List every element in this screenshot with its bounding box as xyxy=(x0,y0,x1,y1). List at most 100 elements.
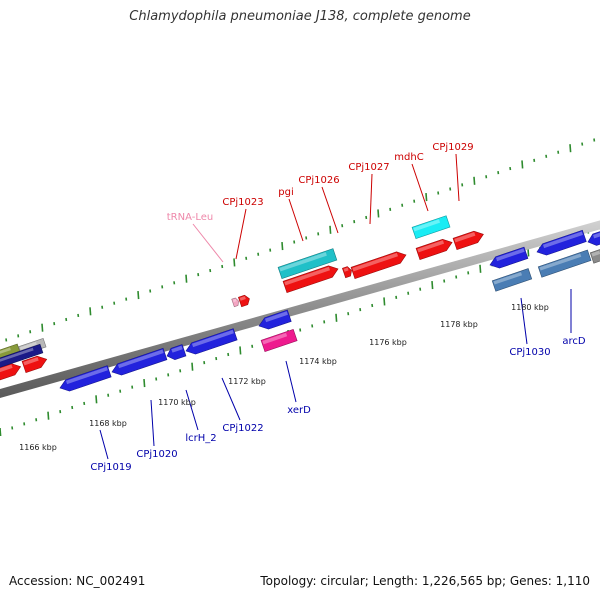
gene-highlight xyxy=(0,364,13,374)
gene-label: CPj1030 xyxy=(509,347,550,358)
gene-feature xyxy=(277,248,338,280)
gene-body xyxy=(587,229,600,246)
leader-line xyxy=(99,429,109,460)
leader-line xyxy=(235,208,247,260)
gene-body xyxy=(350,251,407,280)
gene-feature xyxy=(491,268,533,292)
scale-tick xyxy=(41,323,44,332)
gene-feature xyxy=(260,328,298,353)
gene-highlight xyxy=(539,253,582,271)
gene-track xyxy=(0,215,600,392)
gene-feature xyxy=(166,344,187,360)
gene-highlight xyxy=(417,240,445,253)
leader-line xyxy=(185,389,199,431)
scale-label: 1168 kbp xyxy=(89,419,127,428)
gene-body xyxy=(415,238,453,261)
scale-tick xyxy=(431,281,434,290)
gene-highlight xyxy=(171,345,183,353)
gene-label: CPj1022 xyxy=(222,423,263,434)
gene-feature xyxy=(489,246,529,269)
gene-feature xyxy=(59,365,112,392)
scale-label: 1180 kbp xyxy=(511,303,549,312)
gene-highlight xyxy=(19,341,37,350)
gene-label: arcD xyxy=(562,336,586,347)
leader-line xyxy=(150,399,155,447)
gene-feature xyxy=(111,347,168,376)
gene-highlight xyxy=(65,366,108,385)
scale-label: 1170 kbp xyxy=(158,398,196,407)
scale-label: 1176 kbp xyxy=(369,338,407,347)
gene-highlight xyxy=(343,267,349,272)
scale-tick xyxy=(329,225,332,234)
gene-feature xyxy=(342,266,352,279)
leader-line xyxy=(285,360,297,403)
gene-highlight xyxy=(117,349,164,369)
gene-feature xyxy=(0,343,44,369)
gene-label: CPj1029 xyxy=(432,142,473,153)
gene-highlight xyxy=(284,266,330,286)
gene-feature xyxy=(231,297,240,308)
gene-feature xyxy=(350,251,407,280)
gene-highlight xyxy=(279,252,327,272)
gene-feature xyxy=(587,229,600,246)
gene-body xyxy=(452,230,484,251)
gene-feature xyxy=(537,249,592,278)
gene-body xyxy=(589,247,600,264)
gene-feature xyxy=(415,238,453,261)
gene-highlight xyxy=(591,250,600,257)
gene-label: CPj1023 xyxy=(222,197,263,208)
gene-label: tRNA-Leu xyxy=(167,212,213,223)
scale-tick xyxy=(137,290,140,300)
leader-line xyxy=(321,186,339,234)
accession-text: Accession: NC_002491 xyxy=(9,574,146,588)
scale-tick xyxy=(185,274,188,283)
leader-line xyxy=(411,163,429,212)
gene-body xyxy=(238,294,250,308)
leader-line xyxy=(455,153,460,202)
scale-tick xyxy=(239,346,242,355)
gene-highlight xyxy=(493,272,523,285)
leader-line xyxy=(369,173,373,225)
gene-highlight xyxy=(454,232,476,243)
gene-highlight xyxy=(23,357,39,366)
scale-tick xyxy=(47,411,50,420)
gene-feature xyxy=(282,265,339,294)
gene-highlight xyxy=(262,332,288,345)
gene-highlight xyxy=(0,347,11,355)
scale-tick xyxy=(377,209,380,218)
scale-tick xyxy=(143,378,146,388)
scale-tick xyxy=(335,313,338,322)
gene-label: pgi xyxy=(278,187,293,198)
scale-tick xyxy=(0,427,2,437)
scale-tick xyxy=(383,297,386,306)
gene-feature xyxy=(258,309,292,330)
gene-feature xyxy=(238,294,250,308)
leader-line xyxy=(288,198,304,242)
gene-label: mdhC xyxy=(394,152,423,163)
gene-feature xyxy=(411,215,451,240)
scale-tick xyxy=(425,193,428,202)
gene-label: CPj1019 xyxy=(90,462,131,473)
gene-highlight xyxy=(352,252,398,272)
gene-feature xyxy=(185,328,238,355)
leader-line xyxy=(221,377,241,421)
gene-highlight xyxy=(0,347,34,363)
scale-tick xyxy=(89,307,92,316)
gene-label: xerD xyxy=(287,405,311,416)
gene-label: CPj1027 xyxy=(348,162,389,173)
scale-tick xyxy=(521,160,524,169)
label-leader-lines xyxy=(99,153,572,460)
gene-highlight xyxy=(413,219,441,232)
gene-highlight xyxy=(239,296,246,301)
gene-labels: tRNA-Leu CPj1023 pgi CPj1026 CPj1027 mdhC CPj1… xyxy=(19,142,586,473)
gene-body xyxy=(260,328,298,353)
gene-highlight xyxy=(495,248,525,262)
genome-summary-text: Topology: circular; Length: 1,226,565 bp… xyxy=(260,574,590,588)
gene-feature xyxy=(21,355,48,374)
gene-label: CPj1020 xyxy=(136,449,177,460)
leader-line xyxy=(520,297,528,345)
scale-tick xyxy=(95,395,98,404)
scale-tick xyxy=(473,176,476,185)
